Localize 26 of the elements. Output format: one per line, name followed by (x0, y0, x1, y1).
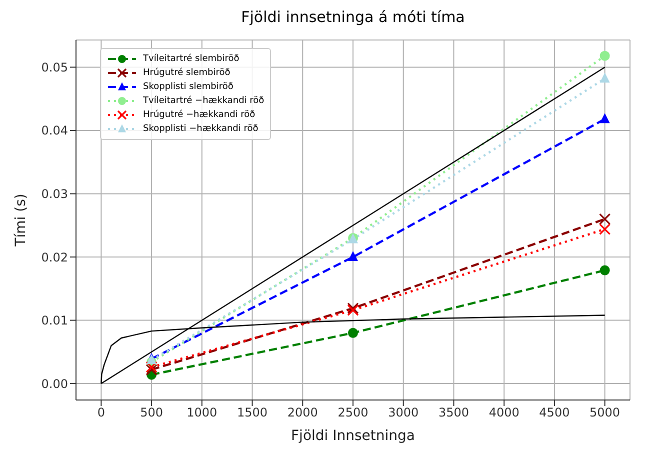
x-tick-label: 4500 (539, 406, 570, 420)
x-tick-label: 2000 (287, 406, 318, 420)
y-tick-label: 0.02 (41, 250, 68, 264)
y-axis-title: Tími (s) (12, 194, 29, 248)
x-tick-label: 4000 (488, 406, 520, 420)
x-tick-label: 3500 (438, 406, 469, 420)
x-tick-label: 1500 (237, 406, 268, 420)
legend-label: Hrúgutré slembiröð (143, 68, 230, 78)
chart-title: Fjöldi innsetninga á móti tíma (240, 8, 466, 28)
x-tick-label: 3000 (388, 406, 419, 420)
y-tick-label: 0.03 (41, 187, 68, 202)
y-tick-label: 0.04 (41, 124, 68, 138)
x-tick-label: 2500 (338, 406, 368, 420)
legend-label: Skopplisti −hækkandi röð (143, 124, 258, 134)
x-tick-label: 5000 (590, 406, 620, 420)
y-tick-label: 0.00 (41, 376, 68, 391)
legend-label: Tvíleitartré −hækkandi röð (143, 96, 264, 106)
x-tick-label: 500 (140, 406, 163, 420)
x-tick-label: 0 (97, 406, 105, 420)
y-tick-label: 0.01 (41, 314, 68, 328)
legend-label: Tvíleitartré slembiröð (143, 54, 240, 64)
x-tick-label: 1000 (186, 406, 218, 420)
y-tick-label: 0.05 (41, 60, 68, 74)
legend-label: Skopplisti slembiröð (143, 82, 234, 92)
legend-label: Hrúgutré −hækkandi röð (143, 110, 256, 120)
x-axis-title: Fjöldi Innsetninga (291, 428, 415, 444)
